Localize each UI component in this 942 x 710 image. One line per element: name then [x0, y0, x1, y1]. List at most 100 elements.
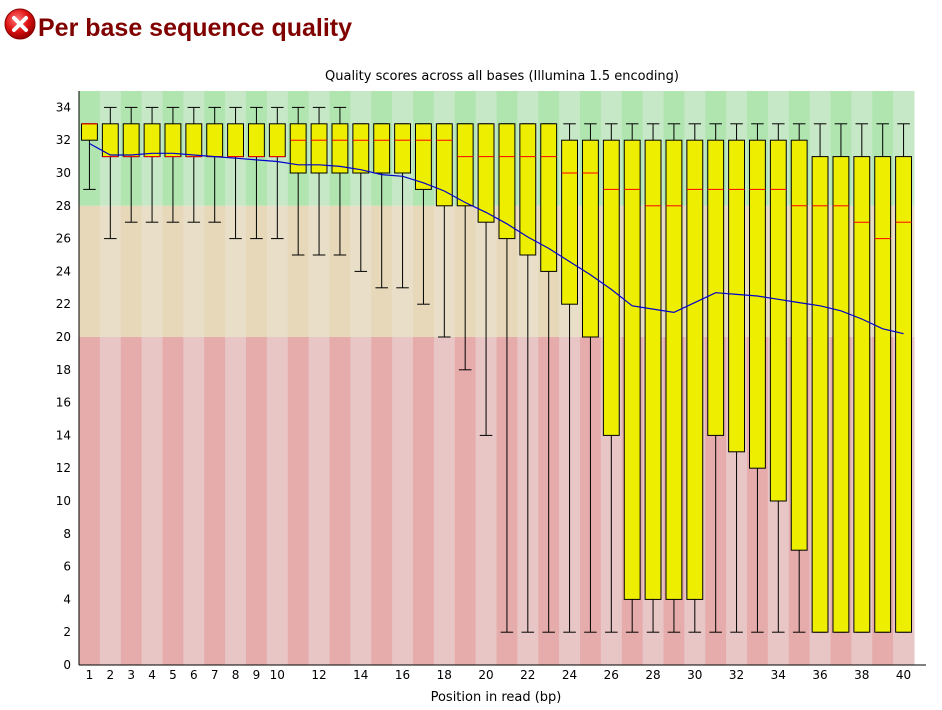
iqr-box [540, 123, 558, 272]
zone-reasonable-band [329, 205, 351, 337]
iqr-box [394, 123, 411, 174]
x-tick-label: 38 [854, 668, 869, 682]
iqr-box [477, 123, 495, 223]
zone-poor-band [266, 337, 289, 665]
x-axis-label: Position in read (bp) [431, 690, 562, 705]
iqr-box [749, 139, 766, 469]
y-tick-label: 14 [56, 428, 71, 442]
iqr-box [122, 123, 140, 158]
iqr-box [185, 123, 203, 158]
iqr-box [769, 139, 787, 502]
x-tick-label: 6 [190, 668, 198, 682]
zone-reasonable-band [204, 205, 226, 337]
y-tick-label: 0 [63, 658, 71, 672]
zone-poor-band [225, 337, 247, 665]
iqr-box [310, 123, 328, 174]
zone-poor-band [246, 337, 268, 665]
zone-poor-band [413, 337, 435, 665]
zone-poor-band [329, 337, 351, 665]
quality-zones [79, 91, 915, 665]
page-title: Per base sequence quality [38, 13, 353, 42]
y-tick-label: 30 [56, 166, 71, 180]
x-tick-label: 40 [896, 668, 911, 682]
header: Per base sequence quality [4, 6, 352, 42]
x-tick-label: 2 [106, 668, 114, 682]
x-tick-label: 12 [311, 668, 326, 682]
x-tick-label: 4 [148, 668, 156, 682]
zone-reasonable-band [120, 205, 143, 337]
y-tick-label: 16 [56, 396, 71, 410]
zone-poor-band [308, 337, 330, 665]
mean-line-group [89, 142, 904, 335]
iqr-box [519, 123, 537, 256]
zone-reasonable-band [141, 205, 163, 337]
y-tick-label: 26 [56, 232, 71, 246]
zone-poor-band [371, 337, 393, 665]
boxes-group [81, 123, 912, 633]
iqr-box [227, 123, 244, 158]
y-tick-label: 28 [56, 199, 71, 213]
zone-reasonable-band [183, 205, 205, 337]
zone-poor-band [392, 337, 414, 665]
iqr-box [665, 139, 683, 600]
zone-poor-band [79, 337, 101, 665]
x-tick-label: 14 [353, 668, 368, 682]
iqr-box [602, 139, 620, 436]
iqr-box [456, 123, 474, 207]
iqr-box [435, 123, 453, 207]
zone-poor-band [433, 337, 456, 665]
y-tick-label: 34 [56, 100, 71, 114]
y-tick-label: 12 [56, 461, 71, 475]
iqr-box [498, 123, 516, 240]
y-tick-label: 6 [63, 560, 71, 574]
y-tick-label: 2 [63, 625, 71, 639]
zone-reasonable-band [308, 205, 330, 337]
x-tick-label: 26 [604, 668, 619, 682]
iqr-box [143, 123, 161, 158]
zone-poor-band [120, 337, 143, 665]
x-tick-label: 34 [771, 668, 786, 682]
iqr-box [874, 156, 892, 633]
iqr-box [352, 123, 370, 174]
x-tick-label: 18 [437, 668, 452, 682]
x-tick-label: 28 [645, 668, 660, 682]
iqr-box [686, 139, 704, 600]
y-tick-label: 22 [56, 297, 71, 311]
zone-poor-band [350, 337, 372, 665]
zone-poor-band [454, 337, 477, 665]
iqr-box [644, 139, 662, 600]
x-tick-label: 30 [687, 668, 702, 682]
mean-line [89, 142, 904, 335]
iqr-box [790, 139, 808, 551]
y-tick-label: 8 [63, 527, 71, 541]
zone-poor-band [162, 337, 184, 665]
iqr-box [289, 123, 307, 174]
iqr-box [248, 123, 265, 158]
iqr-box [623, 139, 641, 600]
x-tick-label: 8 [232, 668, 240, 682]
iqr-box [331, 123, 349, 174]
zone-poor-band [141, 337, 163, 665]
x-tick-label: 16 [395, 668, 410, 682]
iqr-box [206, 123, 224, 158]
y-tick-label: 24 [56, 264, 71, 278]
x-tick-label: 7 [211, 668, 219, 682]
iqr-box [832, 156, 850, 633]
zone-reasonable-band [79, 205, 101, 337]
iqr-box [895, 156, 912, 633]
x-tick-label: 10 [270, 668, 285, 682]
x-tick-label: 3 [127, 668, 135, 682]
iqr-box [811, 156, 829, 633]
iqr-box [164, 123, 182, 158]
x-tick-label: 36 [812, 668, 827, 682]
iqr-box [415, 123, 432, 190]
iqr-box [561, 139, 578, 305]
x-tick-label: 22 [520, 668, 535, 682]
zone-poor-band [99, 337, 122, 665]
x-tick-label: 9 [253, 668, 261, 682]
iqr-box [373, 123, 391, 174]
iqr-box [853, 156, 871, 633]
iqr-box [81, 123, 98, 141]
